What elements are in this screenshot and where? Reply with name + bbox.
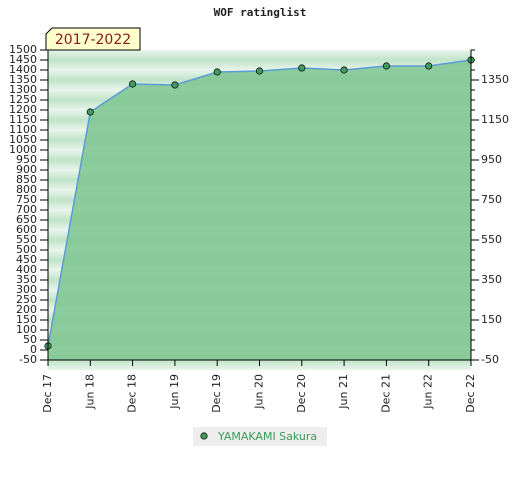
y-tick-label: -50 — [19, 353, 37, 366]
y-tick-label: 350 — [16, 273, 37, 286]
plot-area — [48, 50, 471, 370]
x-tick-label: Dec 20 — [295, 374, 308, 413]
y-tick-label: 800 — [16, 183, 37, 196]
y-tick-label: 1350 — [9, 73, 37, 86]
y-tick-label: 1200 — [9, 103, 37, 116]
y-tick-label: 650 — [16, 213, 37, 226]
x-tick-label: Dec 22 — [464, 374, 477, 413]
y-tick-label: 1000 — [9, 143, 37, 156]
y-tick-label: 1100 — [9, 123, 37, 136]
chart-title: WOF ratinglist — [214, 6, 307, 19]
legend-label: YAMAKAMI Sakura — [217, 430, 317, 443]
y-tick-label: 900 — [16, 163, 37, 176]
y2-tick-label: 550 — [481, 233, 502, 246]
x-tick-label: Jun 20 — [253, 374, 266, 410]
legend — [193, 427, 327, 446]
point — [171, 81, 179, 89]
y-tick-label: 1400 — [9, 63, 37, 76]
period-box — [45, 27, 141, 51]
y-tick-label: 950 — [16, 153, 37, 166]
point — [129, 80, 137, 88]
y-tick-label: 500 — [16, 243, 37, 256]
y-tick-label: 250 — [16, 293, 37, 306]
x-tick-label: Jun 19 — [168, 374, 181, 410]
x-tick-label: Dec 21 — [379, 374, 392, 413]
y-tick-label: 600 — [16, 223, 37, 236]
x-tick-label: Dec 19 — [210, 374, 223, 413]
point — [255, 67, 264, 75]
legend-marker — [200, 432, 208, 440]
y2-tick-label: 1350 — [481, 73, 509, 86]
x-tick-label: Dec 18 — [126, 374, 139, 413]
point — [298, 64, 306, 72]
y-tick-label: 450 — [16, 253, 37, 266]
y-tick-label: 0 — [30, 343, 37, 356]
y-tick-label: 1050 — [9, 133, 37, 146]
x-tick-label: Jun 22 — [422, 374, 435, 410]
point — [86, 108, 94, 116]
point — [382, 62, 390, 70]
x-tick-label: Jun 21 — [337, 374, 350, 410]
y-tick-label: 100 — [16, 323, 37, 336]
y-tick-label: 1450 — [9, 53, 37, 66]
point — [213, 68, 221, 76]
y2-tick-label: 150 — [481, 313, 502, 326]
y-tick-label: 850 — [16, 173, 37, 186]
y-tick-label: 1500 — [9, 43, 37, 56]
y-tick-label: 750 — [16, 193, 37, 206]
area — [48, 60, 471, 360]
period-label: 2017-2022 — [55, 32, 131, 48]
point — [340, 66, 348, 74]
y-tick-label: 1150 — [9, 113, 37, 126]
x-tick-label: Dec 17 — [41, 374, 54, 413]
y-tick-label: 550 — [16, 233, 37, 246]
stripe — [48, 50, 471, 70]
y-tick-label: 700 — [16, 203, 37, 216]
y-tick-label: 200 — [16, 303, 37, 316]
y-tick-label: 1300 — [9, 83, 37, 96]
y2-tick-label: 750 — [481, 193, 502, 206]
y2-tick-label: 1150 — [481, 113, 509, 126]
y-tick-label: 300 — [16, 283, 37, 296]
y-tick-label: 50 — [23, 333, 37, 346]
x-tick-label: Jun 18 — [83, 374, 96, 410]
y2-tick-label: 950 — [481, 153, 502, 166]
y-tick-label: 1250 — [9, 93, 37, 106]
y2-tick-label: 350 — [481, 273, 502, 286]
y2-tick-label: -50 — [481, 353, 499, 366]
y-tick-label: 150 — [16, 313, 37, 326]
y-tick-label: 400 — [16, 263, 37, 276]
point — [425, 62, 433, 70]
